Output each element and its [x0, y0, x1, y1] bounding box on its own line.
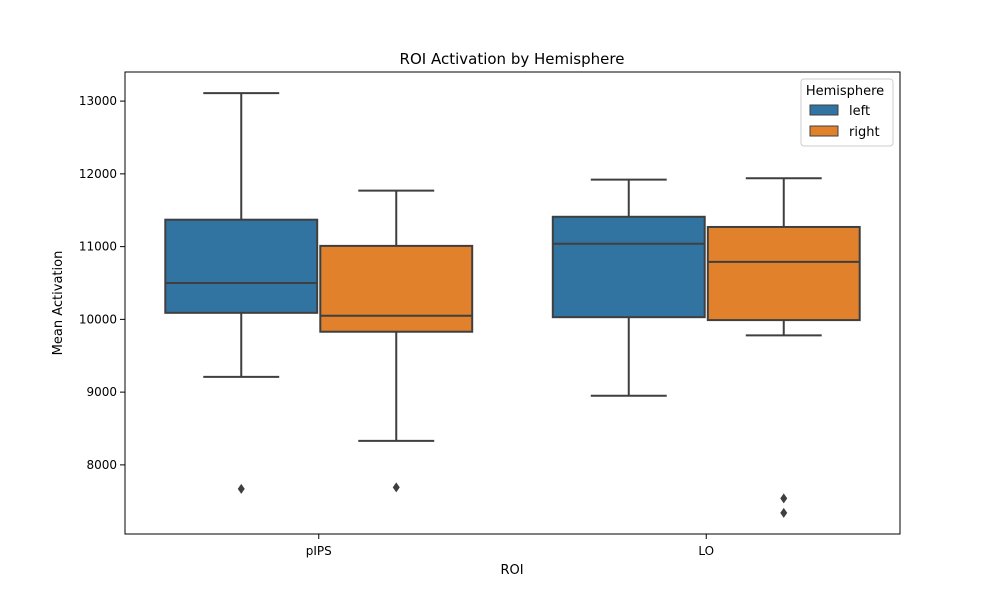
legend-swatch-left	[809, 104, 839, 116]
iqr-box	[551, 215, 706, 319]
y-tick-label: 10000	[79, 312, 117, 326]
legend-label-right: right	[849, 125, 880, 140]
y-axis-label: Mean Activation	[51, 251, 66, 356]
box-pIPS-left	[164, 92, 319, 494]
iqr-box	[319, 244, 474, 333]
legend-swatch-right	[809, 125, 839, 137]
y-axis: 8000 9000 10000 11000 12000 13000	[79, 94, 125, 472]
box-LO-right	[706, 177, 861, 518]
y-tick-label: 8000	[86, 458, 117, 472]
y-tick-label: 12000	[79, 167, 117, 181]
x-axis: pIPS LO	[306, 534, 714, 558]
outlier-point	[780, 493, 788, 504]
iqr-box	[164, 218, 319, 314]
x-tick-label: LO	[698, 544, 714, 558]
plot-area-frame	[124, 71, 901, 535]
box-pIPS-right	[319, 189, 474, 493]
legend: Hemisphere left right	[800, 78, 894, 147]
chart-title: ROI Activation by Hemisphere	[400, 50, 625, 68]
y-tick-label: 9000	[86, 385, 117, 399]
y-tick-label: 11000	[79, 240, 117, 254]
legend-label-left: left	[849, 104, 870, 119]
outlier-point	[237, 483, 245, 494]
x-axis-label: ROI	[500, 563, 523, 578]
outlier-point	[780, 507, 788, 518]
box-group	[164, 92, 861, 518]
outlier-point	[392, 482, 400, 493]
x-tick-label: pIPS	[306, 544, 332, 558]
y-tick-label: 13000	[79, 94, 117, 108]
box-LO-left	[551, 178, 706, 397]
iqr-box	[706, 225, 861, 322]
legend-title: Hemisphere	[806, 84, 884, 99]
